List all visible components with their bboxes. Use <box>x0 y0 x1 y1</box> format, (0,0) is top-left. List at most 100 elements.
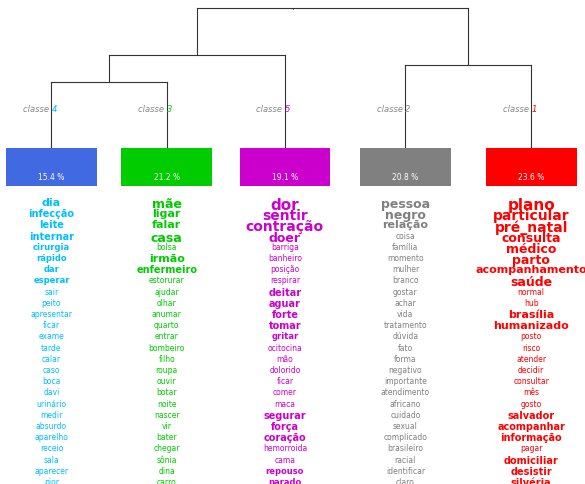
Text: 5: 5 <box>285 106 290 115</box>
Text: boca: boca <box>42 377 61 386</box>
Text: africano: africano <box>390 400 421 408</box>
Text: calar: calar <box>42 355 61 364</box>
Text: 19.1 %: 19.1 % <box>272 173 298 182</box>
Text: dina: dina <box>159 467 175 476</box>
Text: sônia: sônia <box>156 455 177 465</box>
Text: sair: sair <box>44 287 59 297</box>
Text: desistir: desistir <box>510 467 552 477</box>
Text: negro: negro <box>385 209 426 222</box>
Text: classe: classe <box>256 106 285 115</box>
Text: parado: parado <box>269 478 301 484</box>
Text: anumar: anumar <box>152 310 182 319</box>
Text: respirar: respirar <box>270 276 300 286</box>
Text: sentir: sentir <box>262 209 308 223</box>
Text: irmão: irmão <box>149 254 185 264</box>
Text: atender: atender <box>516 355 546 364</box>
Text: salvador: salvador <box>508 411 555 421</box>
Text: estorurar: estorurar <box>149 276 185 286</box>
Text: medir: medir <box>40 411 63 420</box>
Text: dor: dor <box>271 198 299 213</box>
Text: leite: leite <box>39 220 64 230</box>
Text: aparecer: aparecer <box>35 467 68 476</box>
Text: acompanhamento: acompanhamento <box>476 265 585 275</box>
Text: forma: forma <box>394 355 417 364</box>
Text: olhar: olhar <box>157 299 177 308</box>
Text: sala: sala <box>44 455 59 465</box>
Text: caso: caso <box>43 366 60 375</box>
Text: normal: normal <box>518 287 545 297</box>
Text: dúvida: dúvida <box>393 333 418 341</box>
Text: coração: coração <box>264 433 306 443</box>
Text: gritar: gritar <box>271 333 298 341</box>
Text: ficar: ficar <box>43 321 60 330</box>
Text: médico: médico <box>506 243 556 256</box>
Text: barriga: barriga <box>271 243 299 252</box>
Text: humanizado: humanizado <box>493 321 569 331</box>
Text: botar: botar <box>156 388 177 397</box>
Text: classe: classe <box>503 106 531 115</box>
Text: rápido: rápido <box>36 254 67 263</box>
Text: ocitocina: ocitocina <box>267 344 302 353</box>
Text: risco: risco <box>522 344 541 353</box>
Text: esperar: esperar <box>33 276 70 286</box>
Text: pré_natal: pré_natal <box>494 220 568 235</box>
Text: importante: importante <box>384 377 427 386</box>
Text: ajudar: ajudar <box>154 287 179 297</box>
Text: pessoa: pessoa <box>381 198 430 211</box>
Text: repouso: repouso <box>266 467 304 476</box>
Text: roupa: roupa <box>156 366 178 375</box>
Text: classe: classe <box>138 106 167 115</box>
Text: domiciliar: domiciliar <box>504 455 559 466</box>
Text: mão: mão <box>277 355 293 364</box>
Text: consulta: consulta <box>501 232 561 244</box>
Text: pagar: pagar <box>520 444 542 454</box>
Text: entrar: entrar <box>155 333 178 341</box>
Text: .: . <box>291 3 294 12</box>
Text: informação: informação <box>500 433 562 443</box>
Text: maca: maca <box>274 400 295 408</box>
Text: filho: filho <box>159 355 175 364</box>
Text: hemorroida: hemorroida <box>263 444 307 454</box>
Text: brasileiro: brasileiro <box>387 444 424 454</box>
Text: vir: vir <box>161 422 172 431</box>
Text: tomar: tomar <box>269 321 301 331</box>
Text: casa: casa <box>151 232 183 244</box>
Text: doer: doer <box>269 232 301 244</box>
Text: família: família <box>392 243 419 252</box>
Bar <box>6 148 97 186</box>
Text: comer: comer <box>273 388 297 397</box>
Text: achar: achar <box>394 299 417 308</box>
Text: identificar: identificar <box>386 467 425 476</box>
Text: acompanhar: acompanhar <box>497 422 565 432</box>
Text: absurdo: absurdo <box>36 422 67 431</box>
Text: ligar: ligar <box>153 209 181 219</box>
Text: complicado: complicado <box>384 433 427 442</box>
Text: consultar: consultar <box>513 377 549 386</box>
Text: deitar: deitar <box>269 287 301 298</box>
Text: segurar: segurar <box>264 411 306 421</box>
Text: 21.2 %: 21.2 % <box>154 173 180 182</box>
Text: relação: relação <box>383 220 428 230</box>
Text: classe: classe <box>377 106 405 115</box>
Text: posição: posição <box>270 265 300 274</box>
Text: 23.6 %: 23.6 % <box>518 173 545 182</box>
Text: 20.8 %: 20.8 % <box>393 173 418 182</box>
Text: mulher: mulher <box>392 265 419 274</box>
Text: plano: plano <box>507 198 555 213</box>
Text: urinário: urinário <box>36 400 67 408</box>
Text: forte: forte <box>271 310 298 320</box>
Text: silvéria: silvéria <box>511 478 552 484</box>
Text: particular: particular <box>493 209 569 223</box>
Text: aguar: aguar <box>269 299 301 309</box>
Text: noite: noite <box>157 400 177 408</box>
Text: tarde: tarde <box>41 344 62 353</box>
Text: banheiro: banheiro <box>268 254 302 263</box>
Text: chegar: chegar <box>153 444 180 454</box>
Text: cama: cama <box>274 455 295 465</box>
Text: decidir: decidir <box>518 366 544 375</box>
Text: 1: 1 <box>531 106 536 115</box>
Text: brasília: brasília <box>508 310 555 320</box>
Text: classe: classe <box>23 106 51 115</box>
Text: ouvir: ouvir <box>157 377 177 386</box>
Bar <box>240 148 330 186</box>
